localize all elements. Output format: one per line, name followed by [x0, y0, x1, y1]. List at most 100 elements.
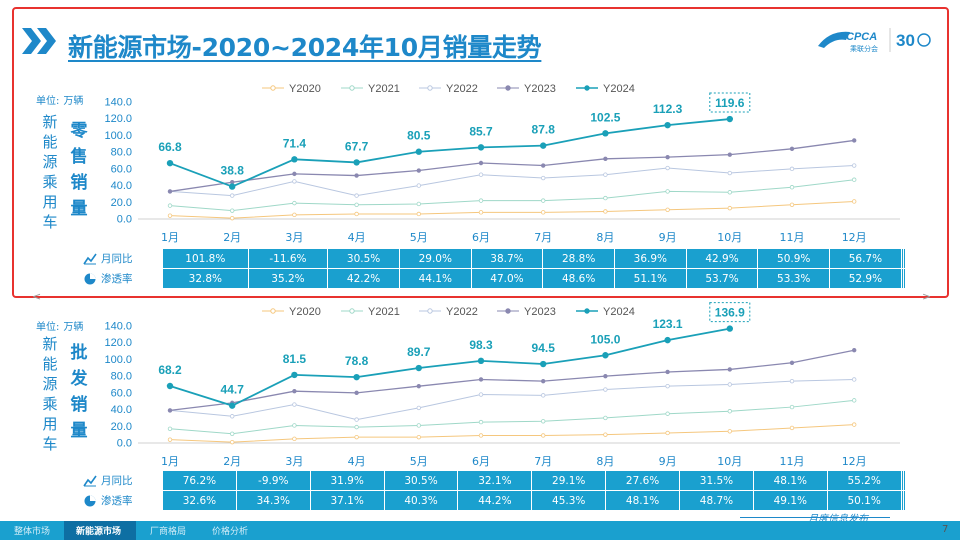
x-tick-label: 11月 — [780, 455, 805, 468]
data-label: 68.2 — [158, 363, 182, 377]
data-point — [354, 202, 359, 207]
share-row-head: 渗透率 — [76, 490, 163, 511]
data-point — [789, 360, 795, 365]
data-point — [603, 209, 608, 214]
data-point — [167, 408, 173, 413]
data-point — [167, 213, 173, 218]
yoy-cell: 30.5% — [383, 470, 459, 491]
data-point — [292, 402, 297, 407]
data-point — [789, 146, 795, 151]
data-point — [292, 388, 297, 394]
share-row-head: 渗透率 — [76, 268, 163, 289]
data-label: 80.5 — [407, 129, 431, 143]
data-point — [353, 159, 360, 166]
data-label-callout — [709, 302, 751, 323]
yoy-cell: 48.1% — [752, 470, 828, 491]
data-point — [852, 163, 857, 168]
logo-text: CPCA — [846, 31, 877, 43]
data-point — [354, 193, 359, 198]
legend-marker — [270, 85, 276, 91]
y-tick-label: 120.0 — [104, 113, 132, 125]
data-point — [541, 393, 546, 398]
y-tick-label: 100.0 — [104, 354, 132, 366]
share-cell: 49.1% — [752, 490, 828, 511]
data-point — [292, 200, 297, 206]
next-arrow-icon[interactable]: > — [922, 290, 932, 303]
line-chart-icon — [83, 253, 97, 265]
y-tick-label: 100.0 — [104, 130, 132, 142]
share-cell: 53.7% — [685, 268, 759, 289]
data-label: 71.4 — [283, 136, 307, 150]
data-point — [602, 352, 609, 359]
data-label: 102.5 — [590, 110, 620, 124]
pie-chart-icon — [84, 495, 96, 507]
share-cell: 35.2% — [247, 268, 329, 289]
wholesale-plot: 0.0 20.0 40.0 60.0 80.0 100.0 120.0 140.0 1月 2月 3月… — [104, 302, 900, 468]
share-cell: 44.1% — [398, 268, 472, 289]
data-point — [727, 382, 732, 387]
data-point — [789, 166, 795, 172]
legend-label: Y2024 — [603, 306, 635, 318]
share-cell: 48.7% — [679, 490, 754, 511]
data-point — [478, 392, 484, 397]
data-point — [727, 409, 732, 414]
retail-yoy-row: 月同比 101.8% -11.6% 30.5% 29.0% 38.7% 28.8% 36.9… — [76, 248, 907, 269]
data-point — [727, 190, 732, 195]
page-title: 新能源市场-2020~2024年10月销量走势 — [68, 33, 542, 62]
data-point — [292, 179, 297, 184]
data-point — [291, 371, 298, 379]
prev-arrow-icon[interactable]: < — [32, 290, 42, 303]
yoy-cell: 50.9% — [757, 248, 831, 269]
legend-marker — [349, 308, 355, 314]
data-point — [541, 378, 546, 384]
data-point — [354, 211, 359, 217]
data-point — [416, 423, 421, 428]
data-point — [167, 426, 173, 431]
share-cell: 37.1% — [309, 490, 385, 511]
share-cell: 44.2% — [457, 490, 533, 511]
pie-chart-icon — [84, 273, 96, 285]
yoy-row-head: 月同比 — [76, 470, 163, 491]
y-tick-label: 120.0 — [104, 337, 132, 349]
nav-tab-makers[interactable]: 厂商格局 — [150, 527, 187, 537]
data-point — [229, 193, 235, 198]
nav-tab-nev[interactable]: 新能源市场 — [76, 527, 122, 537]
data-point — [789, 185, 795, 190]
data-point — [415, 364, 422, 372]
data-label: 66.8 — [158, 140, 182, 154]
x-tick-label: 7月 — [534, 231, 552, 244]
highlight-frame — [12, 7, 949, 298]
logo-sub: 乘联分会 — [850, 44, 878, 53]
y-tick-label: 20.0 — [111, 421, 132, 433]
y-tick-label: 0.0 — [117, 214, 132, 226]
cpca-logo-mark: CPCA 乘联分会 30 — [818, 28, 931, 53]
yoy-cell: 31.9% — [309, 470, 385, 491]
share-cell — [902, 268, 907, 289]
x-tick-label: 8月 — [596, 231, 614, 244]
anniversary-number: 30 — [896, 31, 915, 50]
data-point — [292, 171, 297, 177]
yoy-cell: 42.9% — [685, 248, 759, 269]
data-point — [789, 202, 795, 207]
legend-label: Y2023 — [524, 83, 556, 95]
data-point — [664, 121, 671, 129]
series-line-Y2023 — [169, 349, 855, 412]
x-tick-label: 12月 — [842, 455, 867, 468]
nav-tab-price[interactable]: 价格分析 — [212, 527, 249, 537]
data-point — [353, 373, 360, 381]
share-cell: 32.6% — [162, 490, 237, 511]
data-label: 44.7 — [221, 383, 245, 397]
nav-tab-overall[interactable]: 整体市场 — [14, 527, 51, 537]
x-tick-label: 2月 — [223, 231, 241, 244]
series-line-Y2020 — [169, 424, 855, 443]
side-label-prefix: 新能源乘用车 — [42, 335, 58, 453]
units-label: 单位: 万辆 — [36, 322, 84, 333]
data-point — [789, 378, 795, 384]
data-label-callout — [709, 92, 751, 113]
data-point — [166, 382, 174, 390]
retail-chart: 单位: 万辆 新能源乘用车 零售销量 0.0 20.0 40.0 60.0 80.0 100… — [0, 78, 960, 300]
data-point — [541, 433, 546, 438]
data-point — [478, 172, 484, 177]
series-line-Y2021 — [169, 399, 855, 435]
data-point — [416, 405, 421, 411]
